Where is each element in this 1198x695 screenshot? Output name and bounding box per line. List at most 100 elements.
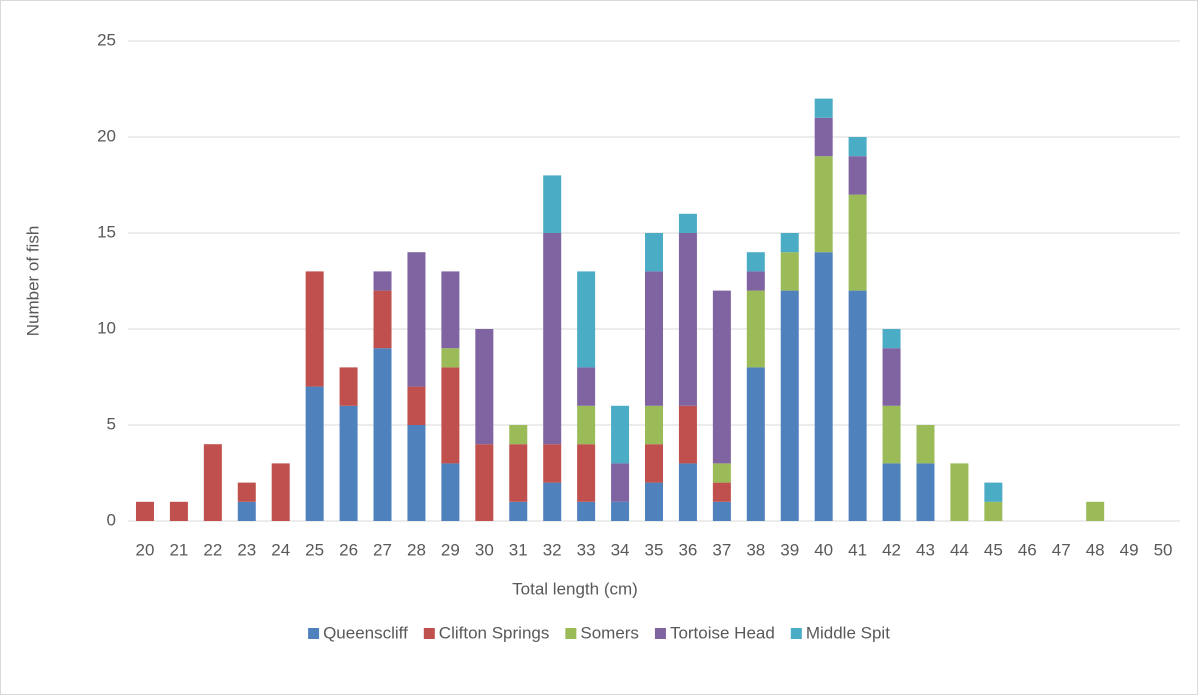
x-tick-label: 21 — [169, 540, 188, 559]
bar-segment — [746, 367, 765, 521]
legend-swatch — [790, 628, 802, 639]
bar-segment — [984, 501, 1003, 521]
y-axis-label: Number of fish — [23, 226, 42, 337]
bar-segment — [271, 463, 290, 521]
bar-segment — [509, 501, 528, 521]
x-tick-label: 30 — [475, 540, 494, 559]
bar-segment — [577, 405, 596, 445]
x-tick-label: 40 — [814, 540, 833, 559]
bar-segment — [611, 463, 630, 502]
x-tick-label: 32 — [543, 540, 562, 559]
bar-segment — [882, 348, 901, 406]
legend-label: Queenscliff — [323, 623, 408, 642]
legend-label: Clifton Springs — [439, 623, 550, 642]
x-tick-label: 26 — [339, 540, 358, 559]
bar-segment — [916, 463, 935, 521]
x-tick-label: 48 — [1086, 540, 1105, 559]
bar-segment — [882, 329, 901, 349]
bar-segment — [339, 405, 358, 521]
y-tick-label: 5 — [107, 414, 116, 433]
x-axis-label: Total length (cm) — [512, 579, 638, 598]
bar-segment — [712, 290, 731, 464]
legend-swatch — [654, 628, 666, 639]
x-tick-label: 24 — [271, 540, 290, 559]
x-tick-label: 31 — [509, 540, 528, 559]
bar-segment — [475, 329, 494, 445]
bar-segment — [645, 405, 663, 445]
x-tick-label: 39 — [780, 540, 799, 559]
bar-segment — [848, 194, 867, 291]
x-tick-label: 45 — [984, 540, 1003, 559]
bar-segment — [237, 482, 256, 502]
bar-segment — [407, 252, 426, 387]
bar-segment — [645, 271, 663, 406]
bar-segment — [984, 482, 1003, 502]
bar-segment — [373, 290, 392, 349]
x-tick-label: 44 — [950, 540, 969, 559]
x-tick-label: 20 — [136, 540, 155, 559]
bar-segment — [237, 501, 256, 521]
legend-swatch — [565, 628, 577, 639]
bar-segment — [780, 233, 799, 253]
y-tick-label: 10 — [97, 318, 116, 337]
bar-segment — [848, 290, 867, 521]
bar-segment — [543, 175, 562, 233]
bar-segment — [475, 444, 494, 521]
bar-segment — [916, 425, 935, 464]
x-tick-label: 28 — [407, 540, 426, 559]
bar-segment — [543, 482, 562, 521]
x-tick-label: 38 — [746, 540, 765, 559]
x-tick-label: 42 — [882, 540, 901, 559]
x-tick-label: 22 — [203, 540, 222, 559]
bar-segment — [882, 405, 901, 464]
bar-segment — [1086, 501, 1105, 521]
bar-segment — [780, 252, 799, 291]
x-tick-label: 29 — [441, 540, 460, 559]
bar-segment — [169, 501, 188, 521]
bar-segment — [543, 444, 562, 483]
bar-segment — [746, 271, 765, 291]
bar-segment — [848, 137, 867, 157]
bar-segment — [305, 386, 324, 521]
bar-segment — [305, 271, 324, 387]
legend-label: Tortoise Head — [670, 623, 775, 642]
y-tick-label: 25 — [97, 30, 116, 49]
bar-segment — [746, 290, 765, 368]
bar-segment — [441, 463, 460, 521]
bar-segment — [645, 482, 663, 521]
x-tick-label: 43 — [916, 540, 935, 559]
x-tick-label: 34 — [611, 540, 630, 559]
bar-segment — [746, 252, 765, 272]
bar-segment — [645, 444, 663, 483]
y-tick-label: 15 — [97, 222, 116, 241]
bar-segment — [441, 271, 460, 349]
bar-segment — [373, 271, 392, 291]
x-tick-label: 35 — [645, 540, 664, 559]
bar-segment — [678, 213, 697, 233]
bar-segment — [339, 367, 358, 406]
bar-segment — [203, 444, 222, 521]
bar-segment — [678, 405, 697, 464]
bar-segment — [780, 290, 799, 521]
x-tick-label: 41 — [848, 540, 867, 559]
bar-segment — [577, 271, 596, 368]
bar-segment — [407, 386, 426, 425]
bar-segment — [577, 501, 596, 521]
bar-segment — [678, 463, 697, 521]
x-tick-label: 49 — [1120, 540, 1139, 559]
y-tick-label: 20 — [97, 126, 116, 145]
legend-swatch — [423, 628, 435, 639]
x-tick-label: 33 — [577, 540, 596, 559]
bar-segment — [611, 501, 630, 521]
bar-segment — [441, 348, 460, 368]
bar-segment — [645, 233, 663, 272]
bar-segment — [577, 444, 596, 502]
bar-segment — [509, 425, 528, 445]
bar-segment — [950, 463, 969, 521]
bar-segment — [611, 405, 630, 464]
legend-label: Middle Spit — [806, 623, 890, 642]
bar-segment — [135, 501, 154, 521]
x-tick-label: 25 — [305, 540, 324, 559]
